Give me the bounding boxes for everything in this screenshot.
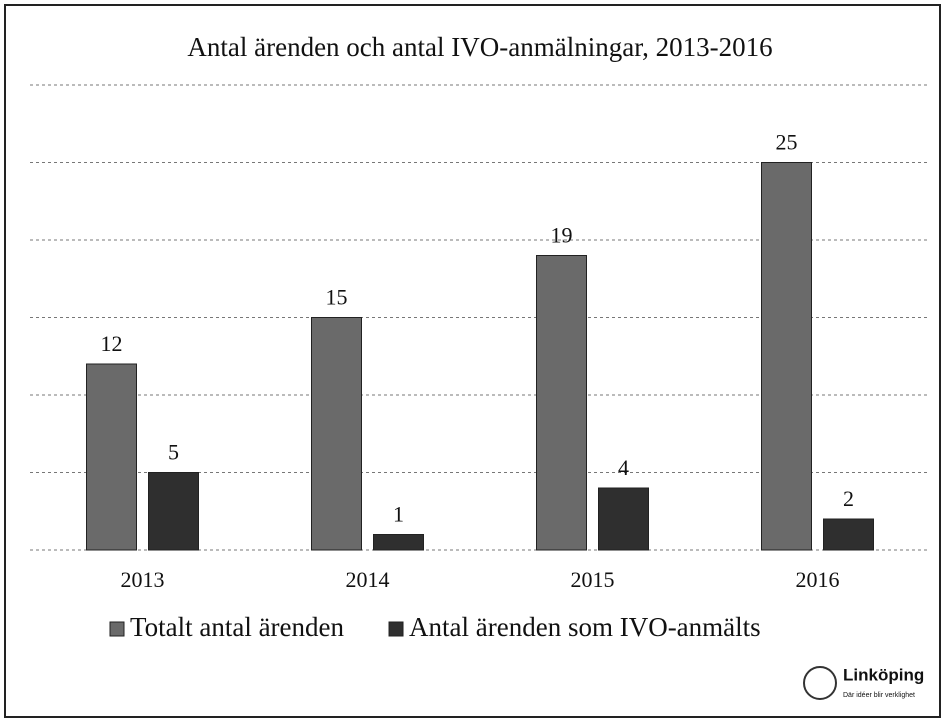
x-tick-label: 2013 bbox=[121, 567, 165, 592]
legend-label: Totalt antal ärenden bbox=[130, 612, 345, 642]
data-label: 4 bbox=[618, 455, 629, 480]
x-tick-label: 2015 bbox=[571, 567, 615, 592]
bar bbox=[761, 162, 812, 551]
data-label: 19 bbox=[551, 223, 573, 248]
bar bbox=[823, 518, 874, 551]
data-label: 5 bbox=[168, 440, 179, 465]
data-label: 25 bbox=[776, 130, 798, 155]
bar bbox=[148, 472, 199, 551]
bar bbox=[86, 363, 137, 551]
chart-title: Antal ärenden och antal IVO-anmälningar,… bbox=[187, 32, 772, 62]
data-label: 12 bbox=[101, 331, 123, 356]
x-tick-label: 2016 bbox=[796, 567, 840, 592]
data-label: 1 bbox=[393, 502, 404, 527]
x-tick-label: 2014 bbox=[346, 567, 390, 592]
bar bbox=[311, 317, 362, 551]
legend-swatch bbox=[388, 621, 404, 637]
data-label: 2 bbox=[843, 486, 854, 511]
logo-icon bbox=[803, 666, 837, 700]
legend-label: Antal ärenden som IVO-anmälts bbox=[409, 612, 761, 642]
legend-swatch bbox=[109, 621, 125, 637]
logo-name: Linköping bbox=[843, 665, 924, 684]
bar bbox=[373, 534, 424, 551]
logo: Linköping Där idéer blir verklighet bbox=[803, 665, 924, 700]
bar bbox=[536, 255, 587, 551]
bar bbox=[598, 487, 649, 551]
data-label: 15 bbox=[326, 285, 348, 310]
logo-tagline: Där idéer blir verklighet bbox=[843, 692, 915, 699]
